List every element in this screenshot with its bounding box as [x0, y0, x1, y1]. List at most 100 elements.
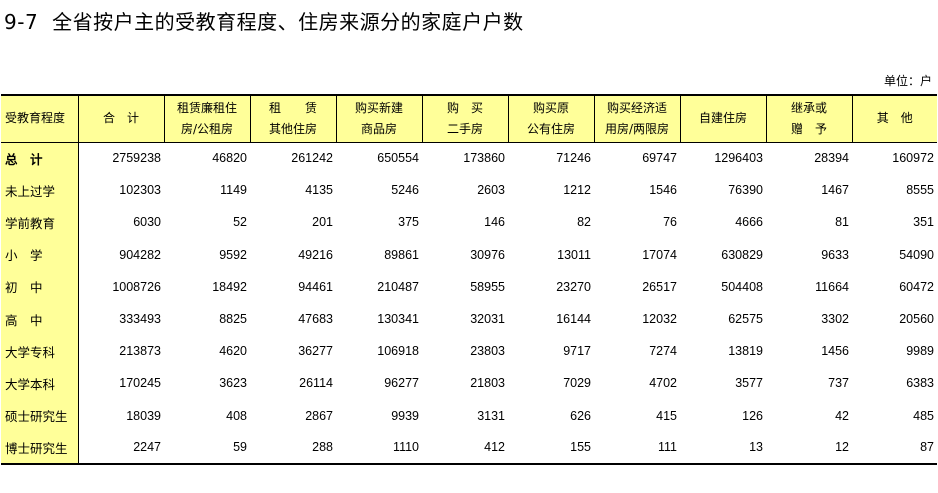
table-cell: 375 [398, 215, 419, 230]
table-cell: 62575 [728, 312, 763, 327]
table-cell: 32031 [470, 312, 505, 327]
table-cell: 630829 [721, 247, 763, 262]
table-cell: 106918 [377, 344, 419, 359]
table-cell: 9989 [906, 344, 934, 359]
table-cell: 76 [663, 215, 677, 230]
table-cell: 28394 [814, 151, 849, 166]
table-cell: 8555 [906, 183, 934, 198]
table-cell: 160972 [892, 151, 934, 166]
column-header-line2: 其他住房 [268, 121, 317, 136]
table-cell: 20560 [899, 312, 934, 327]
table-row: 高 中 333493 8825 47683 130341 32031 16144 12032 6… [1, 302, 937, 336]
row-label: 总 计 [1, 142, 79, 175]
table-cell: 69747 [642, 151, 677, 166]
table-cell: 408 [226, 408, 247, 423]
column-header-line1: 合 计 [102, 111, 139, 126]
column-header-line2: 二手房 [446, 121, 483, 136]
row-label: 未上过学 [1, 174, 79, 207]
column-header: 合 计 [77, 94, 164, 143]
table-cell: 261242 [291, 151, 333, 166]
table-cell: 626 [570, 408, 591, 423]
table-cell: 89861 [384, 247, 419, 262]
table-cell: 76390 [728, 183, 763, 198]
row-label: 初 中 [1, 270, 79, 303]
table-cell: 12 [766, 431, 852, 465]
row-label: 小 学 [1, 238, 79, 271]
table-cell: 3302 [821, 312, 849, 327]
table-cell: 54090 [899, 247, 934, 262]
table-cell: 1467 [821, 183, 849, 198]
table-row: 小 学 904282 9592 49216 89861 30976 13011 17074 63… [1, 238, 937, 271]
table-cell: 5246 [391, 183, 419, 198]
column-header: 购买原 公有住房 [507, 94, 594, 143]
row-label: 硕士研究生 [1, 399, 79, 432]
table-cell: 351 [913, 215, 934, 230]
column-header-line1: 租赁廉租住 [176, 100, 237, 115]
column-header-line1: 购买新建 [354, 100, 403, 115]
table-cell: 36277 [298, 344, 333, 359]
table-row: 硕士研究生 18039 408 2867 9939 3131 626 415 126 42 485 [1, 399, 937, 432]
row-label: 高 中 [1, 302, 79, 336]
table-cell: 173860 [463, 151, 505, 166]
column-header-line1: 购买经济适 [606, 100, 667, 115]
table-row: 学前教育 6030 52 201 375 146 82 76 4666 81 351 [1, 206, 937, 239]
table-cell: 170245 [119, 376, 161, 391]
column-header-line1: 购买原 [532, 100, 569, 115]
table-cell: 1149 [220, 183, 247, 198]
column-header-line2: 公有住房 [526, 121, 575, 136]
table-cell: 23803 [470, 344, 505, 359]
table-cell: 102303 [119, 183, 161, 198]
table-cell: 504408 [721, 279, 763, 294]
table-cell: 1456 [821, 344, 849, 359]
column-header-line1: 其 他 [876, 111, 913, 126]
table-cell: 23270 [556, 279, 591, 294]
table-cell: 1546 [649, 183, 677, 198]
table-cell: 52 [233, 215, 247, 230]
column-header-line2: 用房/两限房 [604, 121, 670, 136]
table-cell: 1110 [336, 431, 422, 465]
row-label: 大学专科 [1, 335, 79, 368]
table-row: 总 计 2759238 46820 261242 650554 173860 71246 69… [1, 142, 937, 175]
column-header: 租 赁其他住房 [249, 94, 336, 143]
table-cell: 21803 [470, 376, 505, 391]
table-cell: 8825 [219, 312, 247, 327]
table-cell: 415 [656, 408, 677, 423]
column-header-line2: 赠 予 [790, 121, 827, 136]
column-header-line2: 商品房 [360, 121, 397, 136]
table-cell: 1296403 [714, 151, 763, 166]
column-header-line1: 自建住房 [698, 111, 747, 126]
unit-label: 单位：户 [883, 74, 932, 88]
data-table: 受教育程度合 计租赁廉租住 房/公租房租 赁其他住房 购买新建 商品房购 买二手房 购买… [1, 94, 937, 465]
table-cell: 288 [250, 431, 336, 465]
table-cell: 210487 [377, 279, 419, 294]
table-cell: 7274 [649, 344, 677, 359]
table-cell: 42 [835, 408, 849, 423]
table-cell: 155 [508, 431, 594, 465]
table-cell: 3131 [477, 408, 505, 423]
table-cell: 6030 [133, 215, 161, 230]
table-cell: 213873 [119, 344, 161, 359]
table-cell: 12032 [642, 312, 677, 327]
column-header: 购买新建 商品房 [335, 94, 422, 143]
table-cell: 82 [577, 215, 591, 230]
column-header: 购 买二手房 [421, 94, 508, 143]
table-cell: 2603 [477, 183, 505, 198]
column-header-line1: 受教育程度 [5, 111, 66, 126]
table-cell: 71246 [556, 151, 591, 166]
table-cell: 6383 [906, 376, 934, 391]
table-cell: 96277 [384, 376, 419, 391]
row-label: 博士研究生 [1, 431, 79, 465]
table-row: 未上过学 102303 1149 4135 5246 2603 1212 1546 76390 1… [1, 174, 937, 207]
table-cell: 485 [913, 408, 934, 423]
header-row: 受教育程度合 计租赁廉租住 房/公租房租 赁其他住房 购买新建 商品房购 买二手房 购买… [1, 94, 937, 143]
table-cell: 58955 [470, 279, 505, 294]
table-cell: 17074 [642, 247, 677, 262]
table-cell: 126 [742, 408, 763, 423]
table-cell: 130341 [377, 312, 419, 327]
table-cell: 60472 [899, 279, 934, 294]
column-header: 自建住房 [679, 94, 766, 143]
table-cell: 59 [164, 431, 250, 465]
column-header-line1: 购 买 [446, 100, 483, 115]
table-cell: 81 [835, 215, 849, 230]
table-row: 博士研究生 2247 59 288 1110 412 155 111 13 12 87 [1, 431, 937, 465]
